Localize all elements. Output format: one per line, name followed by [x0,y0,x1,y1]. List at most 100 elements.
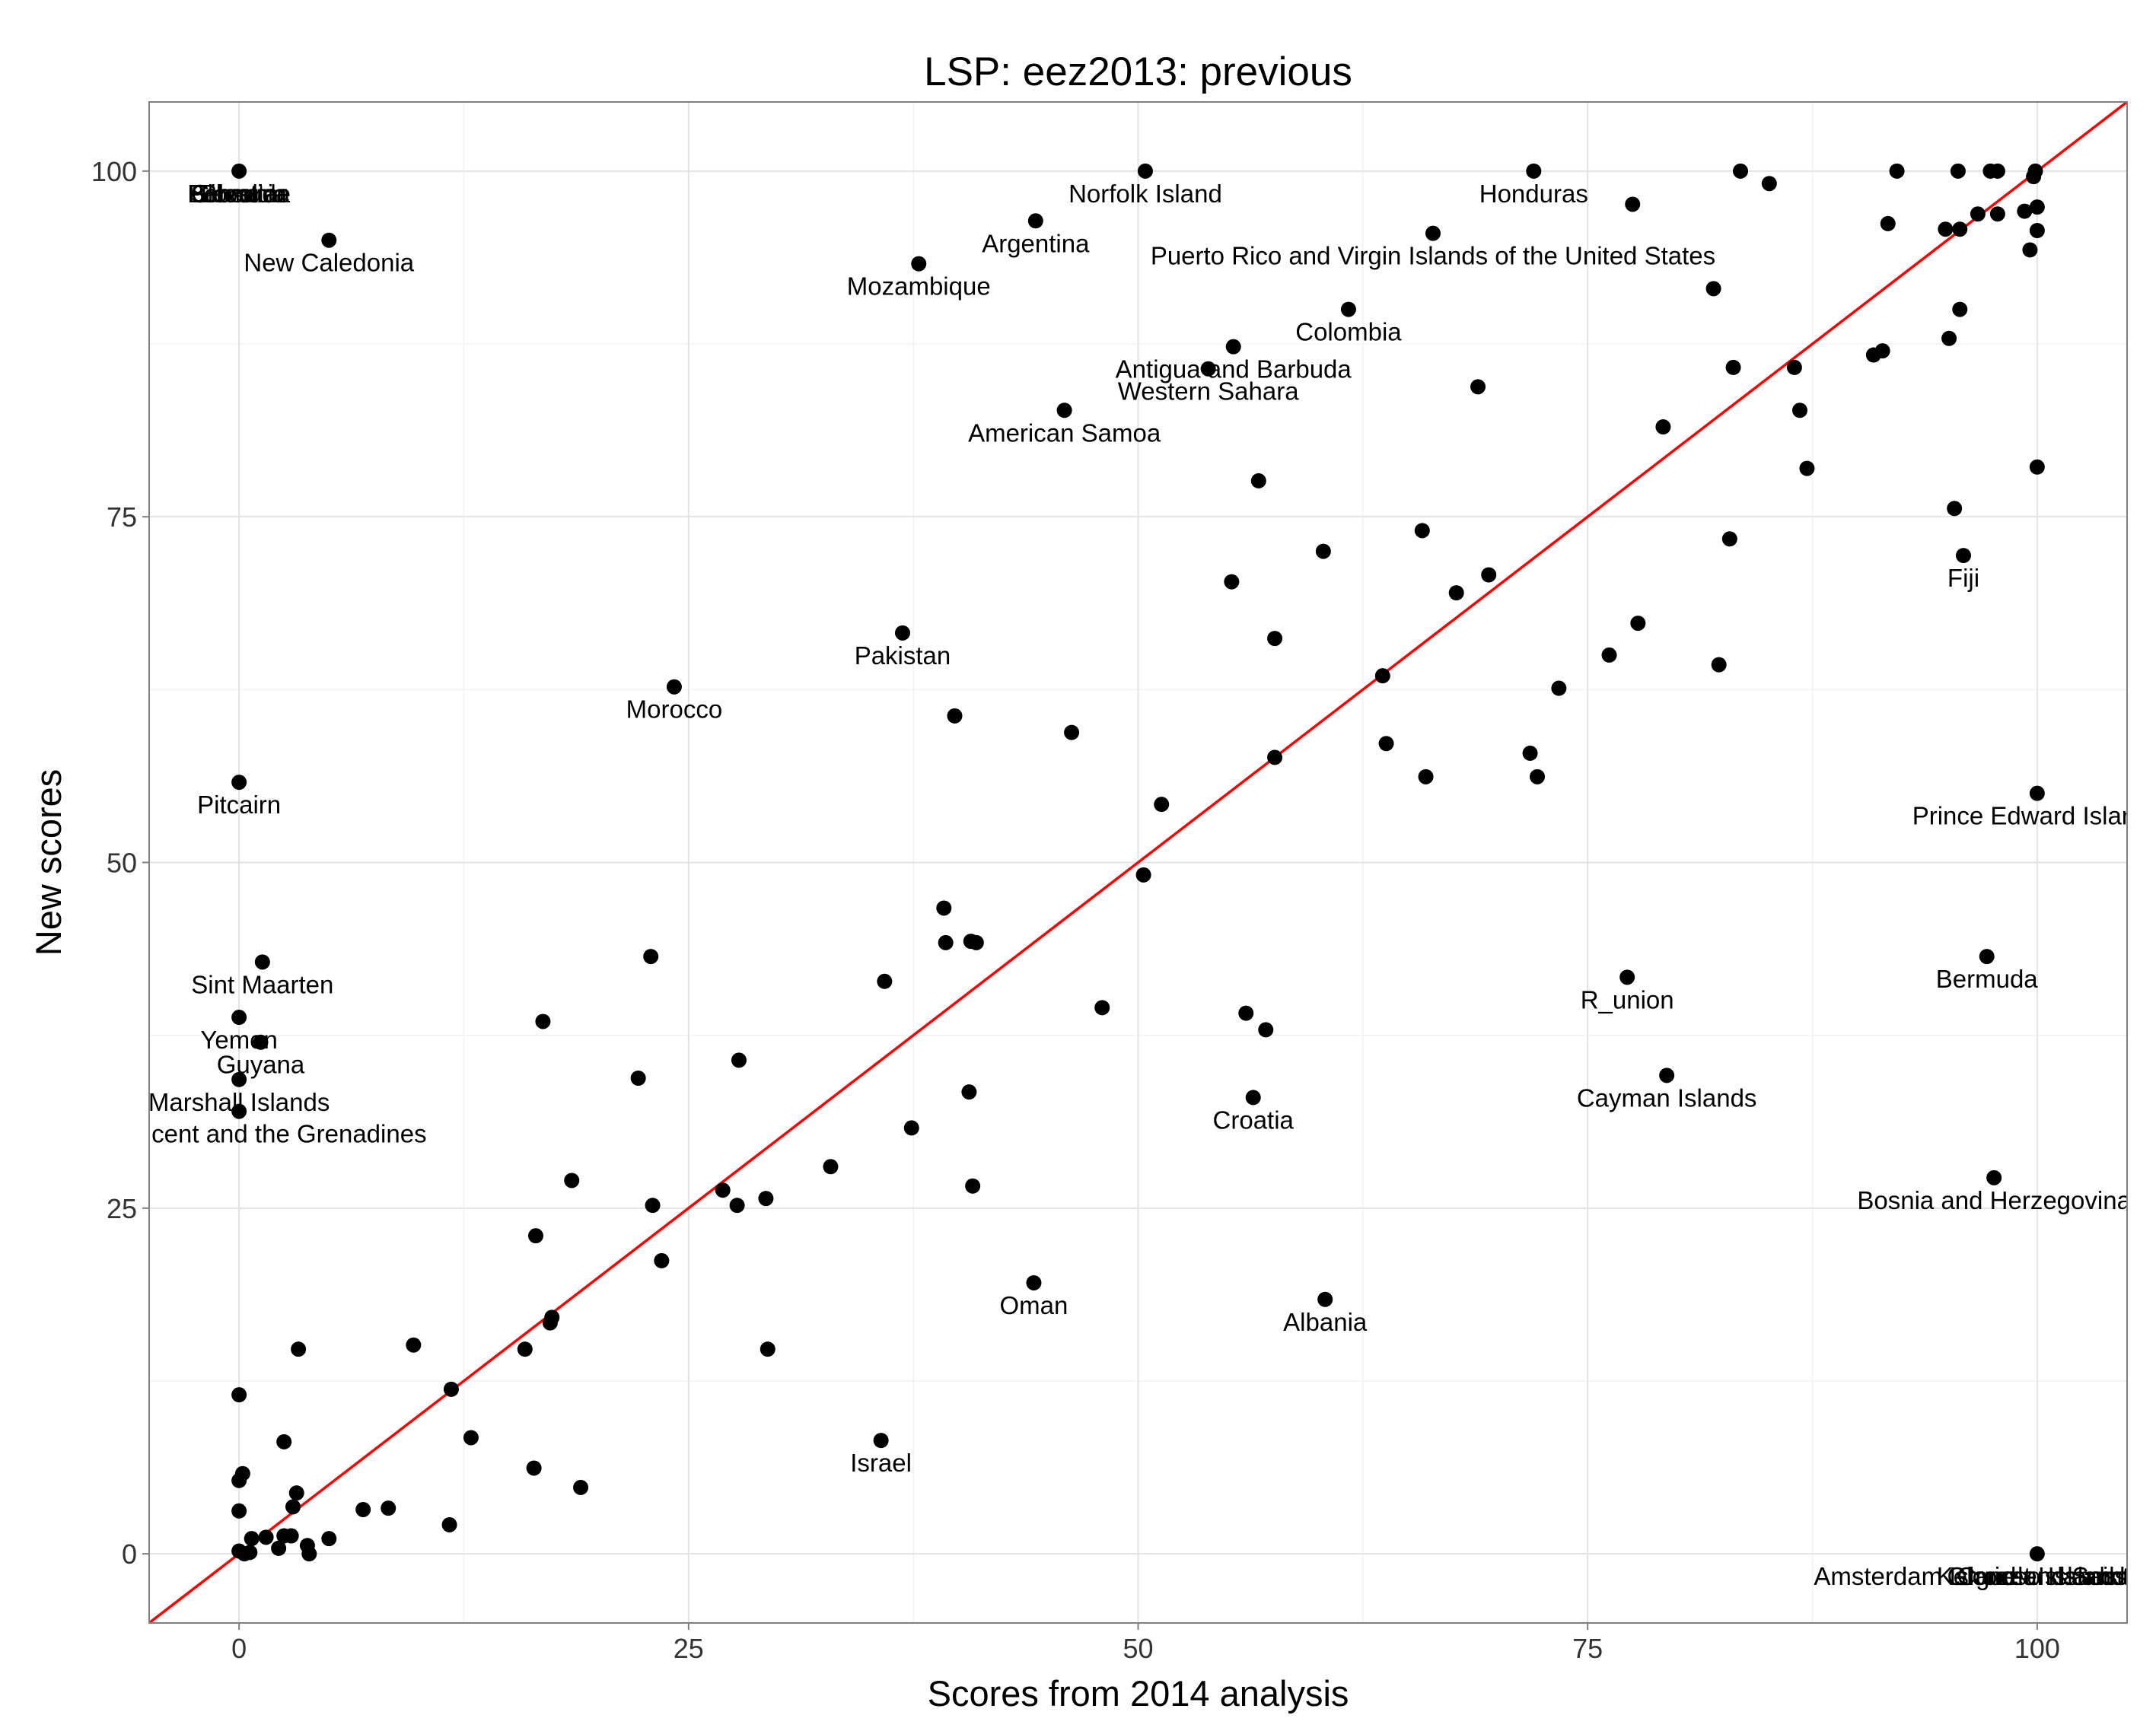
point-label: Bosnia and Herzegovina [1857,1186,2131,1214]
data-point [961,1084,977,1100]
data-point [244,1531,260,1547]
data-point [729,1198,745,1214]
data-point [1655,419,1671,435]
data-point [936,900,952,916]
data-point [1315,543,1331,559]
data-point [903,1120,919,1136]
data-point [1267,749,1283,765]
point-label: Bermuda [188,180,291,208]
data-point [911,256,927,272]
data-point [441,1516,457,1532]
data-point [1791,403,1807,418]
point-label: R_union [1581,985,1674,1013]
data-point [968,934,984,950]
data-point [283,1528,299,1544]
data-point [535,1013,551,1029]
point-label: Antigua and Barbuda [1116,355,1352,383]
data-point [1258,1022,1274,1038]
data-point [2026,169,2042,185]
data-point [1799,460,1815,476]
y-tick-label: 25 [107,1193,137,1224]
data-point [231,1103,247,1119]
data-point [321,232,337,248]
axes: 0 25 50 75 100 0 25 50 75 100 [91,156,2060,1664]
data-point [630,1070,646,1086]
points-layer [231,163,2045,1562]
data-point [517,1341,533,1357]
data-point [1200,361,1216,377]
data-point [1135,867,1151,883]
data-point [823,1159,839,1175]
data-point [1154,797,1170,813]
data-point [544,1309,560,1325]
data-point [231,1503,247,1519]
data-point [1238,1005,1254,1021]
data-point [1094,1000,1110,1016]
data-point [643,949,659,965]
data-point [2029,1546,2045,1562]
point-label: Cayman Islands [1577,1083,1757,1112]
point-label: Bosnia [201,180,279,208]
point-label: Pitcairn [197,791,281,819]
x-tick-label: 25 [674,1633,704,1664]
data-point [1137,163,1153,179]
point-label: Croatia [1213,1106,1295,1134]
data-point [1955,548,1971,564]
data-point [1414,523,1430,539]
point-label: American Samoa [968,418,1161,447]
data-point [654,1252,670,1268]
data-point [355,1501,371,1517]
data-point [1979,949,1995,965]
data-point [1659,1068,1675,1083]
data-point [2029,199,2045,215]
data-point [291,1341,307,1357]
data-point [1530,768,1546,784]
data-point [1630,616,1646,632]
data-point [1619,969,1635,985]
data-point [234,1465,250,1481]
point-label: Colombia [1295,318,1402,346]
point-label: Marshall Islands [148,1088,330,1116]
data-point [254,954,270,970]
data-point [1941,330,1957,346]
x-tick-label: 0 [231,1633,247,1664]
x-tick-label: 75 [1572,1633,1603,1664]
data-point [1267,631,1283,647]
data-point [1245,1090,1261,1106]
y-tick-label: 0 [122,1538,137,1570]
x-tick-label: 50 [1123,1633,1153,1664]
point-label: Mozambique [847,272,991,301]
data-point [1725,359,1741,375]
data-point [242,1545,258,1561]
point-label: Gibraltar [191,180,288,208]
y-tick-label: 100 [91,156,137,187]
data-point [1986,1169,2002,1185]
data-point [645,1198,661,1214]
data-point [947,708,963,724]
data-point [1551,680,1567,696]
point-label: Sint Maarten [191,970,333,998]
data-point [758,1191,774,1207]
data-point [894,625,910,641]
data-point [321,1531,337,1547]
y-tick-label: 75 [107,501,137,533]
data-point [406,1337,422,1353]
data-point [1526,163,1542,179]
data-point [1601,647,1617,663]
data-point [731,1052,747,1068]
point-label: Argentina [982,229,1090,257]
data-point [231,1387,247,1403]
data-point [271,1540,287,1556]
data-point [1522,745,1538,761]
data-point [1056,403,1072,418]
data-point [715,1182,731,1198]
point-label: Prince Edward Islands [1912,802,2156,830]
data-point [938,934,954,950]
point-label: Fiji [1947,564,1979,592]
data-point [1250,473,1266,488]
data-point [526,1460,542,1476]
data-point [231,775,247,791]
data-point [231,1010,247,1026]
data-point [1947,501,1963,517]
data-point [231,1071,247,1087]
